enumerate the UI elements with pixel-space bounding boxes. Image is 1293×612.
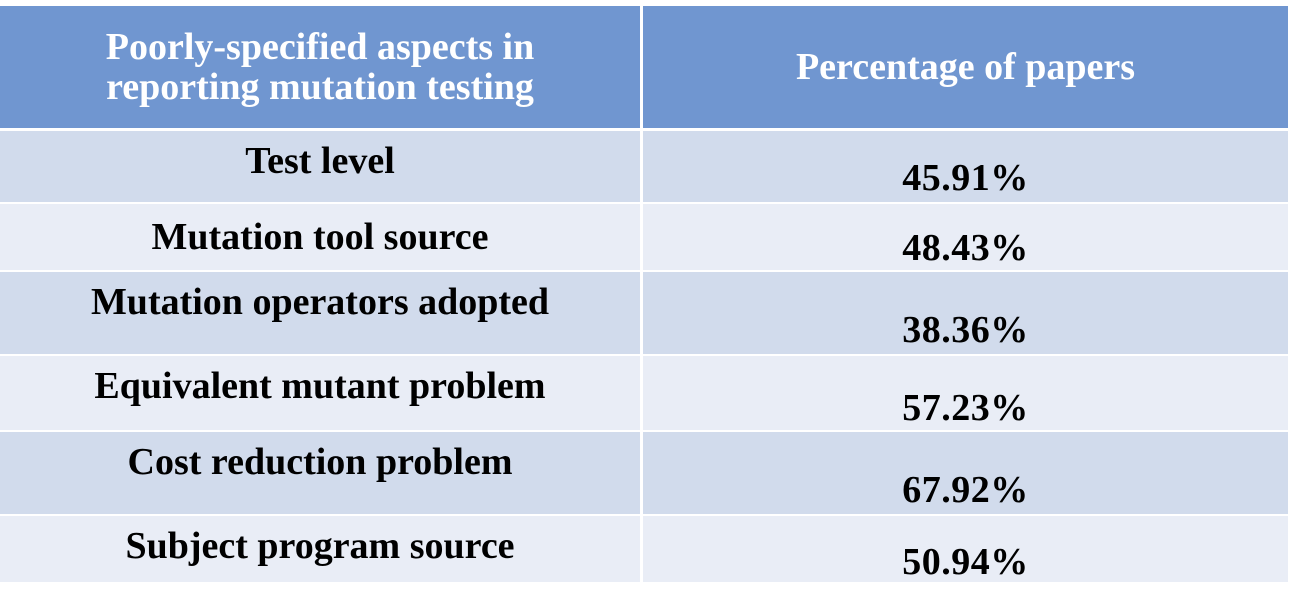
aspect-label: Cost reduction problem <box>127 441 513 483</box>
aspect-label: Mutation operators adopted <box>90 281 550 323</box>
header-percentage-label: Percentage of papers <box>795 46 1136 88</box>
percentage-cell: 48.43% <box>643 204 1288 270</box>
aspect-label: Test level <box>245 140 395 182</box>
percentage-cell: 45.91% <box>643 131 1288 202</box>
table-row: Test level 45.91% <box>0 131 1288 204</box>
table-row: Mutation tool source 48.43% <box>0 204 1288 272</box>
table-row: Subject program source 50.94% <box>0 516 1288 583</box>
header-cell-aspect: Poorly-specified aspects in reporting mu… <box>0 6 643 128</box>
percentage-cell: 38.36% <box>643 272 1288 354</box>
percentage-value: 45.91% <box>902 157 1029 199</box>
aspect-cell: Mutation operators adopted <box>0 272 643 354</box>
table-row: Mutation operators adopted 38.36% <box>0 272 1288 356</box>
percentage-value: 48.43% <box>902 227 1029 269</box>
aspect-cell: Test level <box>0 131 643 202</box>
percentage-value: 57.23% <box>902 387 1029 429</box>
percentage-value: 67.92% <box>902 469 1029 511</box>
aspect-label: Subject program source <box>125 525 515 567</box>
header-cell-percentage: Percentage of papers <box>643 6 1288 128</box>
table-header-row: Poorly-specified aspects in reporting mu… <box>0 6 1288 128</box>
percentage-cell: 50.94% <box>643 516 1288 583</box>
table-row: Equivalent mutant problem 57.23% <box>0 356 1288 432</box>
aspect-cell: Mutation tool source <box>0 204 643 270</box>
percentage-value: 50.94% <box>902 541 1029 583</box>
aspect-cell: Equivalent mutant problem <box>0 356 643 430</box>
aspect-label: Mutation tool source <box>151 216 489 258</box>
aspect-cell: Cost reduction problem <box>0 432 643 514</box>
aspects-table: Poorly-specified aspects in reporting mu… <box>0 6 1288 583</box>
aspect-cell: Subject program source <box>0 516 643 582</box>
header-aspect-label: Poorly-specified aspects in reporting mu… <box>105 26 535 108</box>
percentage-cell: 67.92% <box>643 432 1288 514</box>
table-row: Cost reduction problem 67.92% <box>0 432 1288 516</box>
percentage-cell: 57.23% <box>643 356 1288 430</box>
header-divider <box>0 128 1288 131</box>
percentage-value: 38.36% <box>902 309 1029 351</box>
aspect-label: Equivalent mutant problem <box>94 365 546 407</box>
